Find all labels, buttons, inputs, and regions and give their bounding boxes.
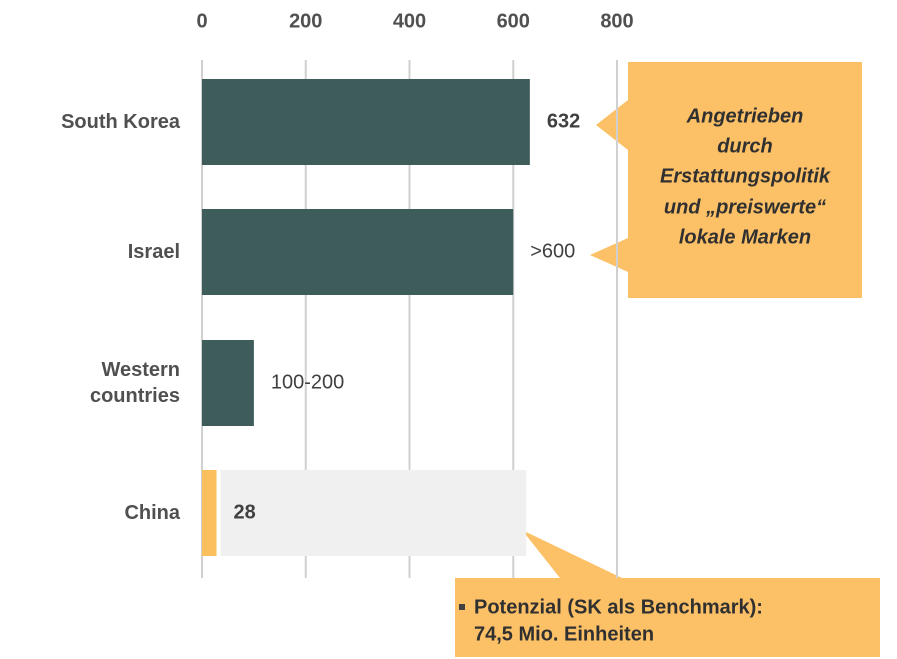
callout-box (590, 62, 862, 298)
value-label: 632 (547, 110, 580, 132)
bar (202, 209, 514, 295)
benchmark-bar (220, 470, 527, 556)
bar (202, 470, 217, 556)
category-label: Western countries (89, 359, 180, 407)
bar (202, 340, 254, 426)
x-tick-label: 200 (289, 10, 322, 32)
value-label: 28 (234, 501, 256, 523)
category-label: Israel (127, 241, 180, 263)
callout-text: durch (717, 135, 773, 157)
bullet (459, 604, 465, 610)
value-label: 100-200 (271, 371, 344, 393)
callout-box (455, 530, 880, 657)
value-label: >600 (530, 240, 575, 262)
bar (202, 79, 530, 165)
callout-text: Angetrieben (686, 105, 804, 127)
x-tick-label: 800 (600, 10, 633, 32)
callout-text: lokale Marken (679, 226, 811, 248)
x-tick-label: 400 (393, 10, 426, 32)
callout-text: 74,5 Mio. Einheiten (474, 623, 654, 645)
callout-text: Potenzial (SK als Benchmark): (474, 596, 763, 618)
category-label: South Korea (61, 111, 180, 133)
category-label: China (124, 502, 180, 524)
callout-text: und „preiswerte“ (664, 196, 826, 218)
callout-text: Erstattungspolitik (660, 165, 831, 187)
x-tick-label: 600 (497, 10, 530, 32)
x-tick-label: 0 (196, 10, 207, 32)
